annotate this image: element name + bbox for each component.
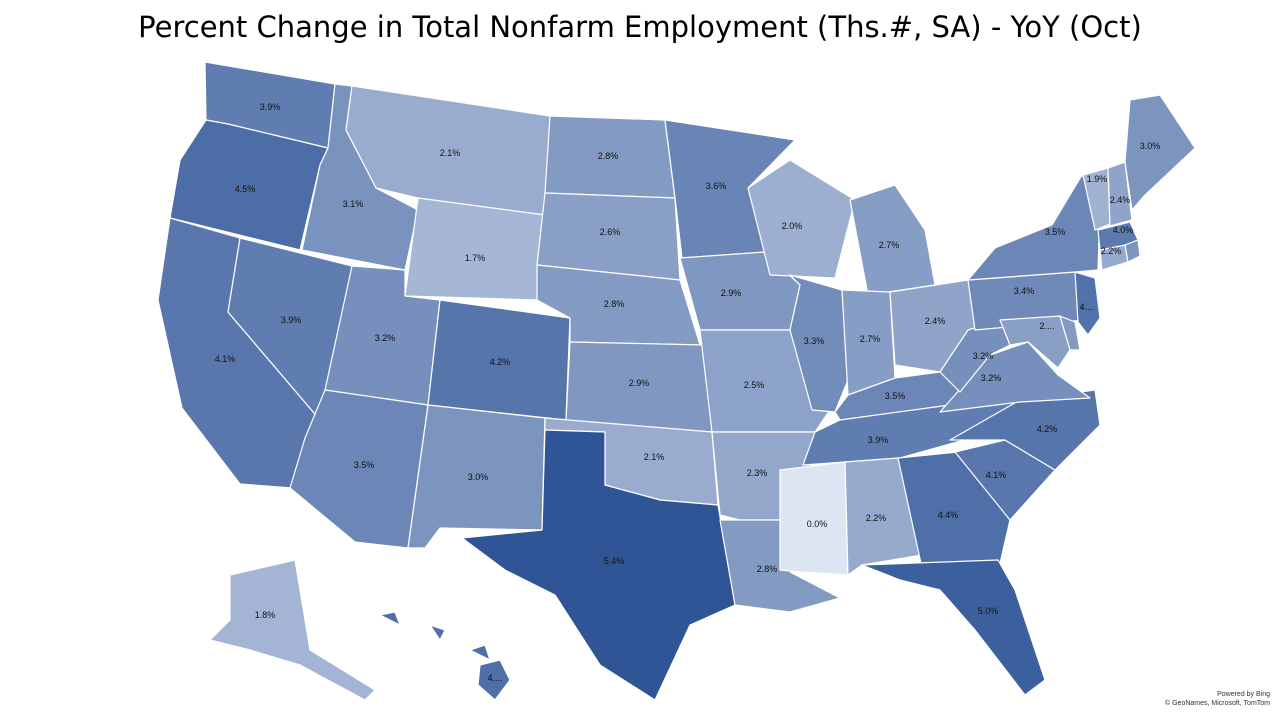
state-label-al: 2.2% bbox=[866, 513, 887, 523]
state-label-mo: 2.5% bbox=[744, 380, 765, 390]
state-label-in: 2.7% bbox=[860, 334, 881, 344]
state-nh bbox=[1107, 161, 1133, 227]
state-label-ct: 2.2% bbox=[1101, 246, 1122, 256]
powered-by-text: Powered by Bing bbox=[1217, 691, 1270, 698]
state-ri bbox=[1124, 239, 1141, 263]
state-wi bbox=[747, 159, 856, 279]
map-title: Percent Change in Total Nonfarm Employme… bbox=[138, 10, 1142, 44]
state-label-tx: 5.4% bbox=[604, 556, 625, 566]
state-al bbox=[844, 457, 923, 576]
state-or bbox=[169, 119, 329, 251]
state-label-fl: 5.0% bbox=[978, 606, 999, 616]
state-wy bbox=[404, 197, 546, 301]
state-label-az: 3.5% bbox=[354, 460, 375, 470]
state-fl bbox=[861, 559, 1046, 696]
state-hi bbox=[379, 611, 511, 701]
state-label-or: 4.5% bbox=[235, 184, 256, 194]
state-label-ne: 2.8% bbox=[604, 299, 625, 309]
state-label-ak: 1.8% bbox=[255, 610, 276, 620]
state-label-ga: 4.4% bbox=[938, 510, 959, 520]
state-label-hi: 4.... bbox=[487, 673, 502, 683]
state-label-sd: 2.6% bbox=[600, 227, 621, 237]
state-label-nv: 3.9% bbox=[281, 315, 302, 325]
state-label-nh: 2.4% bbox=[1110, 195, 1131, 205]
state-label-ca: 4.1% bbox=[215, 354, 236, 364]
state-label-ut: 3.2% bbox=[375, 333, 396, 343]
state-label-co: 4.2% bbox=[490, 357, 511, 367]
state-label-ia: 2.9% bbox=[721, 288, 742, 298]
state-label-wv: 3.2% bbox=[973, 351, 994, 361]
state-label-mi: 2.7% bbox=[879, 240, 900, 250]
state-label-sc: 4.1% bbox=[986, 470, 1007, 480]
map-credit: Powered by Bing © GeoNames, Microsoft, T… bbox=[1165, 690, 1270, 708]
labels-layer: 3.9% 4.5% 4.1% 3.1% 3.9% 2.1% 1.7% 3.2% 3.5% 4.2%… bbox=[215, 102, 1161, 683]
state-me bbox=[1124, 94, 1196, 211]
state-ga bbox=[897, 451, 1011, 573]
state-label-nm: 3.0% bbox=[468, 472, 489, 482]
state-label-ny: 3.5% bbox=[1045, 227, 1066, 237]
state-ny bbox=[967, 174, 1101, 281]
state-label-wa: 3.9% bbox=[260, 102, 281, 112]
state-ms bbox=[779, 461, 849, 576]
state-label-nd: 2.8% bbox=[598, 151, 619, 161]
state-label-ma: 4.0% bbox=[1113, 225, 1134, 235]
state-label-vt: 1.9% bbox=[1087, 174, 1108, 184]
state-label-ms: 0.0% bbox=[807, 519, 828, 529]
state-label-nc: 4.2% bbox=[1037, 424, 1058, 434]
state-tx bbox=[461, 429, 736, 701]
state-label-ks: 2.9% bbox=[629, 378, 650, 388]
state-de bbox=[1059, 315, 1081, 351]
state-label-ky: 3.5% bbox=[885, 391, 906, 401]
state-label-pa: 3.4% bbox=[1014, 286, 1035, 296]
state-label-wy: 1.7% bbox=[465, 253, 486, 263]
state-label-nj: 4.... bbox=[1079, 302, 1094, 312]
state-mi bbox=[849, 184, 936, 296]
state-ak bbox=[209, 559, 376, 701]
state-label-me: 3.0% bbox=[1140, 141, 1161, 151]
state-label-oh: 2.4% bbox=[925, 316, 946, 326]
state-label-ar: 2.3% bbox=[747, 468, 768, 478]
state-label-id: 3.1% bbox=[343, 199, 364, 209]
state-label-il: 3.3% bbox=[804, 336, 825, 346]
state-label-wi: 2.0% bbox=[782, 221, 803, 231]
state-label-la: 2.8% bbox=[757, 564, 778, 574]
state-label-tn: 3.9% bbox=[868, 435, 889, 445]
state-nj bbox=[1074, 271, 1101, 336]
states-layer bbox=[157, 61, 1196, 701]
state-label-mt: 2.1% bbox=[440, 148, 461, 158]
state-label-mn: 3.6% bbox=[706, 181, 727, 191]
state-label-va: 3.2% bbox=[981, 373, 1002, 383]
state-label-md: 2.... bbox=[1039, 321, 1054, 331]
copyright-text: © GeoNames, Microsoft, TomTom bbox=[1165, 700, 1270, 707]
state-label-ok: 2.1% bbox=[644, 452, 665, 462]
